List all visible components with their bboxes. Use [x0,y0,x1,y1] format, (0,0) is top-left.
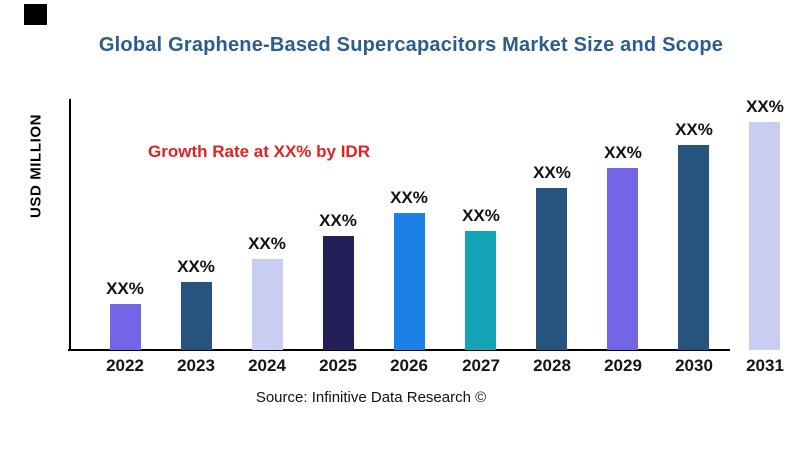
bar-value-label-2029: XX% [604,143,642,162]
bar-2024 [252,259,283,350]
x-tick-2027: 2027 [462,356,500,375]
bar-value-label-2023: XX% [177,257,215,276]
bar-2023 [181,282,212,350]
x-tick-2028: 2028 [533,356,571,375]
bar-2027 [465,231,496,350]
bar-2029 [607,168,638,350]
bar-2026 [394,213,425,350]
source-note: Source: Infinitive Data Research © [255,389,487,406]
growth-rate-annotation: Growth Rate at XX% by IDR [148,142,370,161]
bar-value-label-2031: XX% [746,97,784,116]
x-tick-2031: 2031 [746,356,784,375]
x-tick-2029: 2029 [604,356,642,375]
bar-value-label-2028: XX% [533,163,571,182]
x-tick-2030: 2030 [675,356,713,375]
bar-2022 [110,304,141,350]
y-axis-line [69,99,71,351]
bar-value-label-2025: XX% [319,211,357,230]
bar-value-label-2026: XX% [390,188,428,207]
x-tick-2025: 2025 [319,356,357,375]
bar-value-label-2024: XX% [248,234,286,253]
bar-2030 [678,145,709,350]
chart-title: Global Graphene-Based Supercapacitors Ma… [98,34,724,56]
bar-2031 [749,122,780,350]
bar-2028 [536,188,567,350]
x-axis-line [68,349,730,351]
x-tick-2026: 2026 [390,356,428,375]
bar-2025 [323,236,354,350]
x-tick-2022: 2022 [106,356,144,375]
bar-value-label-2030: XX% [675,120,713,139]
corner-mark [24,4,47,25]
bar-value-label-2022: XX% [106,279,144,298]
x-tick-2023: 2023 [177,356,215,375]
bar-value-label-2027: XX% [462,206,500,225]
x-tick-2024: 2024 [248,356,286,375]
